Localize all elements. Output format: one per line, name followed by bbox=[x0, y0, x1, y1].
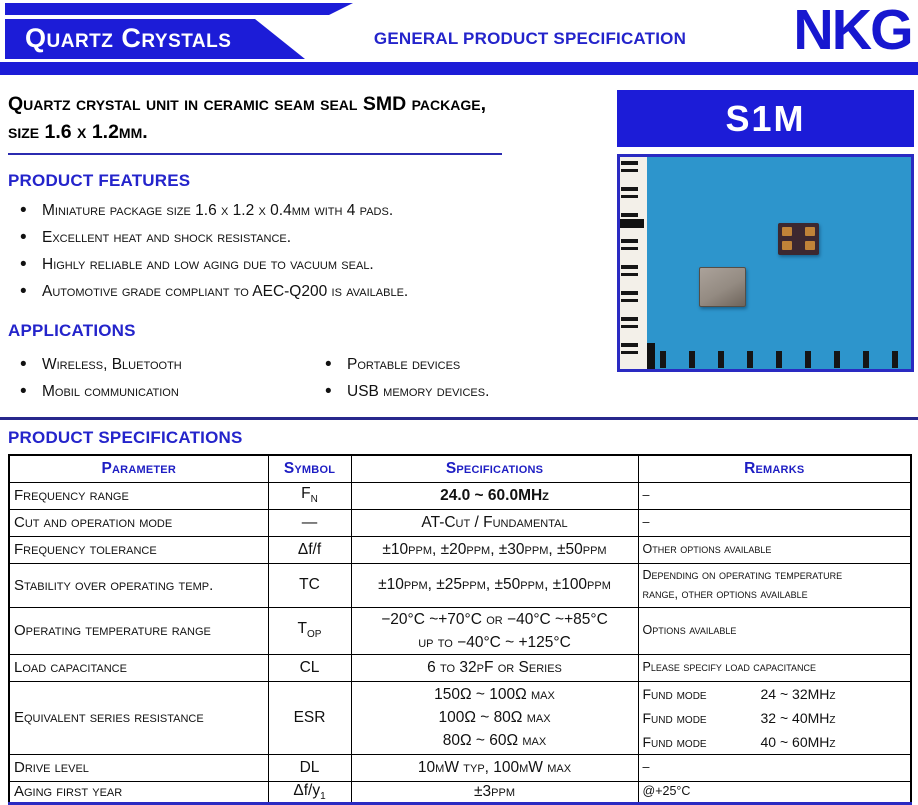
table-row: Frequency tolerance Δf/f ±10ppm, ±20ppm,… bbox=[8, 535, 912, 564]
remarks-cell: Options available bbox=[637, 606, 912, 655]
title-underline bbox=[8, 153, 502, 155]
product-features-list: Miniature package size 1.6 x 1.2 x 0.4mm… bbox=[8, 197, 606, 305]
applications-list-left: Wireless, Bluetooth Mobil communication bbox=[8, 351, 313, 405]
chip-pad bbox=[782, 241, 792, 250]
table-row: Operating temperature range TOP −20°C ~+… bbox=[8, 606, 912, 655]
spec-cell: −20°C ~+70°C or −40°C ~+85°C up to −40°C… bbox=[350, 606, 639, 655]
spec-cell: 24.0 ~ 60.0MHz bbox=[350, 481, 639, 510]
photo-ruler-left-major-tick bbox=[620, 219, 644, 228]
symbol-cell: CL bbox=[267, 653, 352, 682]
specifications-table: Parameter Symbol Specifications Remarks … bbox=[8, 454, 912, 805]
spec-cell: AT-Cut / Fundamental bbox=[350, 508, 639, 537]
param-cell: Load capacitance bbox=[8, 653, 269, 682]
param-cell: Cut and operation mode bbox=[8, 508, 269, 537]
header-divider-band bbox=[0, 62, 918, 75]
remarks-cell: – bbox=[637, 508, 912, 537]
column-header-parameter: Parameter bbox=[8, 454, 269, 483]
spec-cell: 150Ω ~ 100Ω max 100Ω ~ 80Ω max 80Ω ~ 60Ω… bbox=[350, 680, 639, 755]
table-row: Cut and operation mode — AT-Cut / Fundam… bbox=[8, 508, 912, 537]
symbol-cell: Δf/f bbox=[267, 535, 352, 564]
remarks-cell: – bbox=[637, 481, 912, 510]
feature-item: Automotive grade compliant to AEC-Q200 i… bbox=[8, 278, 606, 305]
application-item: USB memory devices. bbox=[313, 378, 603, 405]
param-cell: Frequency tolerance bbox=[8, 535, 269, 564]
remarks-cell: Other options available bbox=[637, 535, 912, 564]
header-top-strip bbox=[5, 3, 353, 15]
chip-pad bbox=[805, 227, 815, 236]
param-cell: Drive level bbox=[8, 753, 269, 782]
product-photo bbox=[617, 154, 914, 372]
param-cell: Frequency range bbox=[8, 481, 269, 510]
remarks-cell: Fund mode 24 ~ 32MHz Fund mode 32 ~ 40MHz … bbox=[637, 680, 912, 755]
application-item: Portable devices bbox=[313, 351, 603, 378]
table-row: Aging first year Δf/y1 ±3ppm @+25°C bbox=[8, 780, 912, 804]
table-row: Stability over operating temp. TC ±10ppm… bbox=[8, 562, 912, 608]
photo-ruler-bottom-major-tick bbox=[647, 343, 655, 369]
page-content: Quartz crystal unit in ceramic seam seal… bbox=[0, 90, 918, 805]
photo-ruler-left-ticks bbox=[621, 161, 638, 369]
application-item: Wireless, Bluetooth bbox=[8, 351, 313, 378]
table-row: Frequency range FN 24.0 ~ 60.0MHz – bbox=[8, 481, 912, 510]
table-row: Drive level DL 10µW typ, 100µW max – bbox=[8, 753, 912, 782]
spec-cell: ±10ppm, ±20ppm, ±30ppm, ±50ppm bbox=[350, 535, 639, 564]
symbol-cell: Δf/y1 bbox=[267, 780, 352, 804]
remarks-cell: @+25°C bbox=[637, 780, 912, 804]
photo-chip-ceramic-pads bbox=[778, 223, 819, 255]
product-features-heading: PRODUCT FEATURES bbox=[8, 171, 191, 190]
quartz-crystals-banner: Quartz Crystals bbox=[5, 19, 305, 59]
symbol-cell: FN bbox=[267, 481, 352, 510]
column-header-specifications: Specifications bbox=[350, 454, 639, 483]
page-title: Quartz crystal unit in ceramic seam seal… bbox=[8, 90, 606, 146]
symbol-cell: DL bbox=[267, 753, 352, 782]
symbol-cell: TOP bbox=[267, 606, 352, 655]
symbol-cell: ESR bbox=[267, 680, 352, 755]
param-cell: Stability over operating temp. bbox=[8, 562, 269, 608]
page-title-line2: size 1.6 x 1.2mm. bbox=[8, 121, 148, 143]
general-product-specification-title: GENERAL PRODUCT SPECIFICATION bbox=[373, 29, 687, 48]
section-divider bbox=[0, 417, 918, 420]
title-column: Quartz crystal unit in ceramic seam seal… bbox=[8, 90, 606, 405]
feature-item: Excellent heat and shock resistance. bbox=[8, 224, 606, 251]
spec-cell: ±3ppm bbox=[350, 780, 639, 804]
nkg-logo: NKG bbox=[793, 0, 914, 62]
table-header-row: Parameter Symbol Specifications Remarks bbox=[8, 454, 912, 483]
param-cell: Operating temperature range bbox=[8, 606, 269, 655]
remarks-cell: – bbox=[637, 753, 912, 782]
column-header-remarks: Remarks bbox=[637, 454, 912, 483]
feature-item: Miniature package size 1.6 x 1.2 x 0.4mm… bbox=[8, 197, 606, 224]
photo-ruler-left bbox=[620, 157, 647, 369]
feature-item: Highly reliable and low aging due to vac… bbox=[8, 251, 606, 278]
applications-heading: APPLICATIONS bbox=[8, 321, 136, 340]
symbol-cell: — bbox=[267, 508, 352, 537]
spec-cell: 6 to 32pF or Series bbox=[350, 653, 639, 682]
photo-ruler-bottom-ticks bbox=[660, 351, 911, 368]
param-cell: Aging first year bbox=[8, 780, 269, 804]
model-column: S1M bbox=[617, 90, 914, 405]
product-specifications-heading: PRODUCT SPECIFICATIONS bbox=[8, 428, 243, 447]
model-name: S1M bbox=[725, 97, 806, 139]
page-title-line1: Quartz crystal unit in ceramic seam seal… bbox=[8, 93, 486, 115]
applications-columns: Wireless, Bluetooth Mobil communication … bbox=[8, 347, 606, 405]
table-row: Load capacitance CL 6 to 32pF or Series … bbox=[8, 653, 912, 682]
chip-pad bbox=[805, 241, 815, 250]
symbol-cell: TC bbox=[267, 562, 352, 608]
column-header-symbol: Symbol bbox=[267, 454, 352, 483]
applications-list-right: Portable devices USB memory devices. bbox=[313, 351, 603, 405]
remarks-cell: Depending on operating temperature range… bbox=[637, 562, 912, 608]
model-badge: S1M bbox=[617, 90, 914, 147]
chip-pad bbox=[782, 227, 792, 236]
table-row: Equivalent series resistance ESR 150Ω ~ … bbox=[8, 680, 912, 755]
spec-cell: ±10ppm, ±25ppm, ±50ppm, ±100ppm bbox=[350, 562, 639, 608]
banner-label: Quartz Crystals bbox=[25, 23, 232, 53]
param-cell: Equivalent series resistance bbox=[8, 680, 269, 755]
remarks-cell: Please specify load capacitance bbox=[637, 653, 912, 682]
photo-chip-metal-lid bbox=[699, 267, 746, 307]
application-item: Mobil communication bbox=[8, 378, 313, 405]
spec-cell: 10µW typ, 100µW max bbox=[350, 753, 639, 782]
